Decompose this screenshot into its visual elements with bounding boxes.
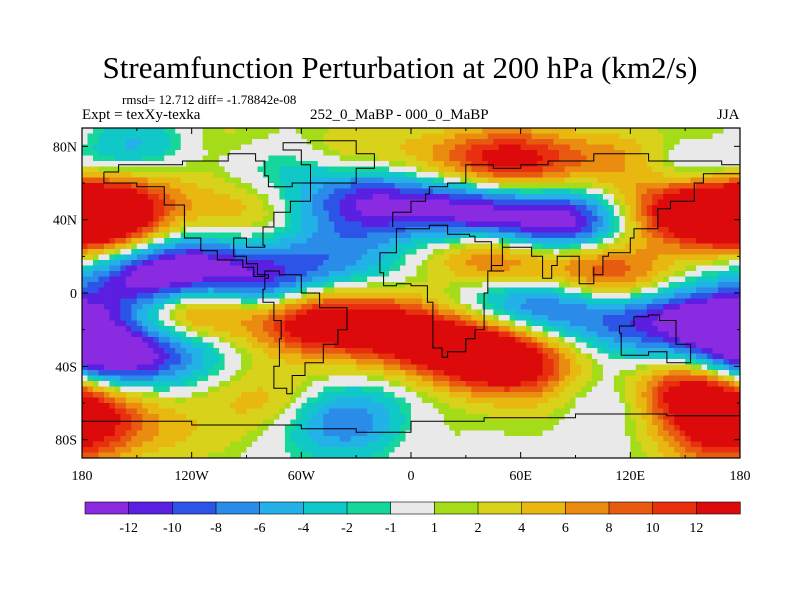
colorbar-swatch (346, 501, 392, 515)
y-tick-label: 0 (70, 287, 77, 302)
chart-title: Streamfunction Perturbation at 200 hPa (… (102, 50, 698, 85)
season-label: JJA (717, 107, 740, 123)
coastline-segment (282, 140, 375, 184)
y-tick-label: 80N (53, 140, 77, 155)
colorbar-label: -2 (341, 521, 353, 536)
y-tick-label: 40S (55, 360, 77, 375)
coastline-segment (392, 153, 740, 227)
colorbar-swatch (259, 501, 304, 515)
coastline-segment (82, 413, 740, 433)
difference-label: 252_0_MaBP - 000_0_MaBP (310, 107, 489, 123)
coastline-segment (490, 173, 740, 285)
x-tick-label: 60E (509, 469, 532, 484)
colorbar-label: 12 (689, 521, 703, 536)
colorbar-swatch (565, 501, 610, 515)
colorbar-swatch (652, 501, 697, 515)
colorbar-swatch (477, 501, 523, 515)
colorbar-swatch (215, 501, 261, 515)
x-tick-label: 60W (288, 469, 316, 484)
colorbar-swatch (390, 501, 435, 515)
colorbar-label: 10 (646, 521, 660, 536)
colorbar-label: 1 (431, 521, 438, 536)
colorbar-swatch (128, 501, 173, 515)
colorbar-swatch (696, 501, 741, 515)
x-tick-label: 0 (408, 469, 415, 484)
y-axis: 80N 40N 0 40S 80S (53, 140, 740, 449)
coastline-overlay (82, 140, 740, 433)
colorbar-swatch (303, 501, 348, 515)
stats-line: rmsd= 12.712 diff= -1.78842e-08 (122, 92, 297, 107)
colorbar-swatch (521, 501, 566, 515)
colorbar-label: -10 (163, 521, 182, 536)
x-axis: 180 120W 60W 0 60E 120E 180 (72, 128, 751, 484)
colorbar-swatch (84, 501, 130, 515)
heatmap-field (82, 128, 740, 458)
colorbar: -12 -10 -8 -6 -4 -2 -1 1 2 4 6 8 10 12 (84, 501, 741, 536)
colorbar-label: -12 (119, 521, 138, 536)
coastline-segment (379, 224, 505, 358)
x-tick-label: 180 (730, 469, 751, 484)
colorbar-label: 4 (518, 521, 525, 536)
colorbar-swatch (608, 501, 654, 515)
colorbar-label: 6 (562, 521, 569, 536)
colorbar-label: -8 (210, 521, 222, 536)
experiment-label: Expt = texXy-texka (82, 107, 201, 123)
x-tick-label: 120W (175, 469, 210, 484)
colorbar-label: -1 (385, 521, 397, 536)
x-tick-label: 180 (72, 469, 93, 484)
coastline-segment (618, 314, 692, 364)
colorbar-label: 8 (606, 521, 613, 536)
coastline-segment (103, 153, 348, 395)
y-tick-label: 80S (55, 434, 77, 449)
colorbar-swatch (434, 501, 479, 515)
colorbar-label: -4 (297, 521, 309, 536)
colorbar-swatch (172, 501, 217, 515)
colorbar-label: 2 (475, 521, 482, 536)
x-tick-label: 120E (616, 469, 646, 484)
y-tick-label: 40N (53, 214, 77, 229)
colorbar-label: -6 (254, 521, 266, 536)
